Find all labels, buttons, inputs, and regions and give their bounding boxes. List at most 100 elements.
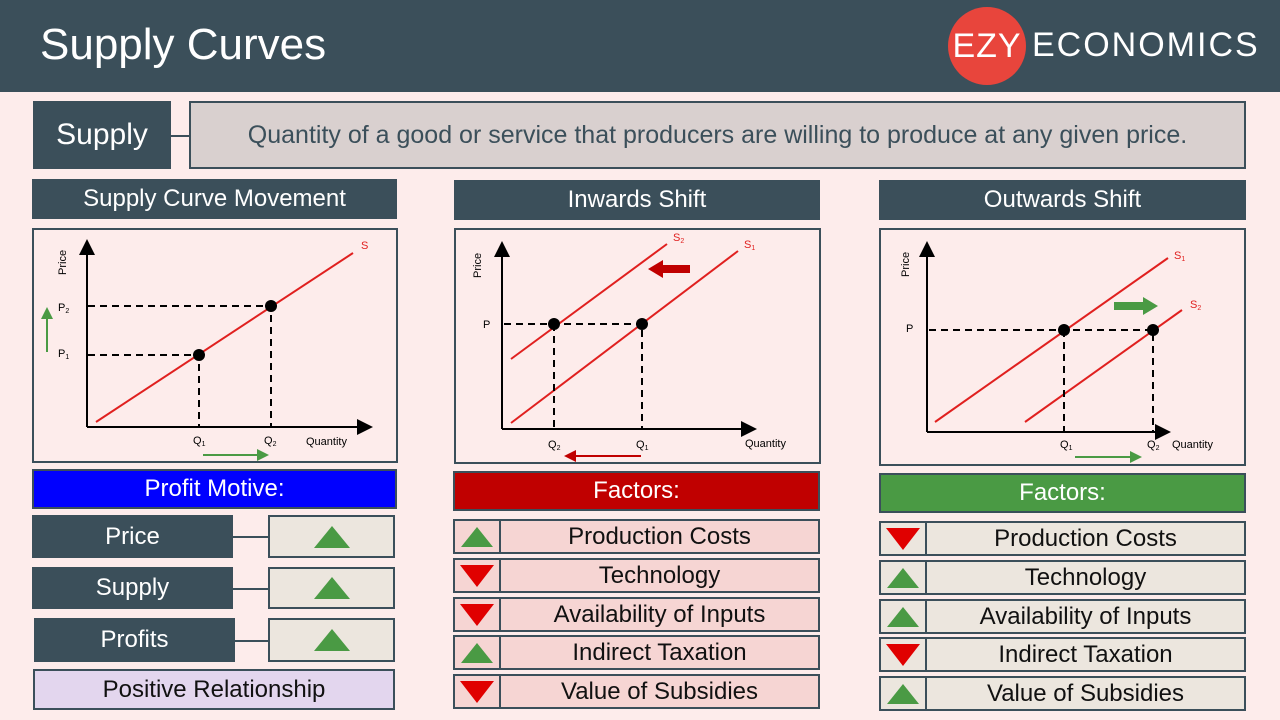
- logo-circle: EZY: [948, 7, 1026, 85]
- factor-row: Indirect Taxation: [879, 637, 1246, 672]
- x-label: Quantity: [306, 436, 347, 448]
- factor-label: Production Costs: [994, 524, 1177, 552]
- q1-label: Q1: [193, 435, 206, 448]
- factor-direction: [455, 676, 501, 707]
- connector-line: [235, 640, 268, 642]
- x-label: Quantity: [745, 438, 786, 450]
- s2-curve: [510, 243, 668, 360]
- connector-line: [233, 536, 268, 538]
- factor-row: Availability of Inputs: [453, 597, 820, 632]
- connector-line: [171, 135, 189, 137]
- factor-row: Technology: [879, 560, 1246, 595]
- down-triangle-icon: [886, 527, 920, 550]
- p-label: P: [483, 319, 490, 331]
- s1-curve: [510, 250, 739, 424]
- up-triangle-icon: [461, 642, 493, 663]
- point-2: [265, 300, 277, 312]
- p1-label: P1: [58, 348, 69, 361]
- q1-label: Q1: [636, 439, 649, 452]
- factor-row: Technology: [453, 558, 820, 593]
- factor-label: Indirect Taxation: [572, 638, 747, 666]
- s2-label: S2: [673, 232, 684, 245]
- s1-label: S1: [1174, 250, 1185, 263]
- factor-row: Indirect Taxation: [453, 635, 820, 670]
- q2-label: Q2: [548, 439, 561, 452]
- factor-row: Value of Subsidies: [453, 674, 820, 709]
- factor-direction: [881, 639, 927, 670]
- point-s1: [636, 318, 648, 330]
- factor-direction: [881, 523, 927, 554]
- factor-label: Production Costs: [568, 522, 751, 550]
- up-triangle-icon: [887, 567, 919, 588]
- s2-curve: [1024, 309, 1183, 423]
- supply-curve: [95, 252, 354, 423]
- s1-label: S1: [744, 239, 755, 252]
- profits-label: Profits: [34, 618, 235, 662]
- factor-label: Availability of Inputs: [553, 600, 766, 628]
- factor-direction: [881, 562, 927, 593]
- up-triangle-icon: [313, 577, 350, 599]
- outwards-diagram: [879, 228, 1246, 466]
- q2-label: Q2: [1147, 439, 1160, 452]
- factor-label: Value of Subsidies: [986, 679, 1184, 707]
- supply-label: Supply: [32, 567, 233, 609]
- s2-label: S2: [1190, 299, 1201, 312]
- point-s2: [548, 318, 560, 330]
- up-triangle-icon: [887, 606, 919, 627]
- profits-indicator: [268, 618, 395, 662]
- down-triangle-icon: [460, 564, 494, 587]
- factor-direction: [881, 601, 927, 632]
- p-label: P: [906, 323, 913, 335]
- logo-text: ECONOMICS: [1032, 26, 1260, 64]
- y-label: Price: [472, 253, 484, 278]
- inwards-chart: Price Quantity P S2 S1 Q2 Q1: [472, 232, 786, 462]
- connector-line: [233, 588, 268, 590]
- header-bar: [0, 0, 1280, 92]
- q2-label: Q2: [264, 435, 277, 448]
- factor-label: Indirect Taxation: [998, 640, 1173, 668]
- factor-row: Value of Subsidies: [879, 676, 1246, 711]
- up-triangle-icon: [461, 526, 493, 547]
- supply-indicator: [268, 567, 395, 609]
- y-label: Price: [57, 250, 69, 275]
- point-1: [193, 349, 205, 361]
- factor-direction: [455, 637, 501, 668]
- up-triangle-icon: [313, 525, 350, 548]
- panel-title-outwards: Outwards Shift: [879, 180, 1246, 220]
- point-s1: [1058, 324, 1070, 336]
- movement-diagram: [32, 228, 398, 463]
- x-label: Quantity: [1172, 439, 1213, 451]
- factor-label: Technology: [1024, 563, 1147, 591]
- down-triangle-icon: [460, 603, 494, 626]
- up-triangle-icon: [313, 629, 350, 651]
- factor-label: Technology: [598, 561, 721, 589]
- down-triangle-icon: [460, 680, 494, 703]
- panel-title-movement: Supply Curve Movement: [32, 179, 397, 219]
- dashed-guides: [929, 329, 1154, 432]
- factor-row: Production Costs: [879, 521, 1246, 556]
- page-title: Supply Curves: [40, 20, 327, 69]
- factor-row: Availability of Inputs: [879, 599, 1246, 634]
- factor-direction: [455, 599, 501, 630]
- up-triangle-icon: [887, 683, 919, 704]
- outwards-factors-title: Factors:: [879, 473, 1246, 513]
- point-s2: [1147, 324, 1159, 336]
- factor-direction: [881, 678, 927, 709]
- profit-motive-title: Profit Motive:: [32, 469, 397, 509]
- factor-label: Value of Subsidies: [560, 677, 758, 705]
- factor-direction: [455, 560, 501, 591]
- s1-curve: [934, 257, 1169, 423]
- p2-label: P2: [58, 302, 69, 315]
- price-label: Price: [32, 515, 233, 558]
- supply-term: Supply: [33, 101, 171, 169]
- price-indicator: [268, 515, 395, 558]
- movement-chart: Price Quantity S P1 P2 Q1 Q2: [41, 239, 373, 461]
- curve-label: S: [361, 240, 368, 252]
- factor-row: Production Costs: [453, 519, 820, 554]
- panel-title-inwards: Inwards Shift: [454, 180, 820, 220]
- q1-label: Q1: [1060, 439, 1073, 452]
- supply-definition: Quantity of a good or service that produ…: [189, 101, 1246, 169]
- shift-left-arrow: [648, 260, 690, 278]
- outwards-chart: Price Quantity P S1 S2 Q1 Q2: [900, 241, 1213, 463]
